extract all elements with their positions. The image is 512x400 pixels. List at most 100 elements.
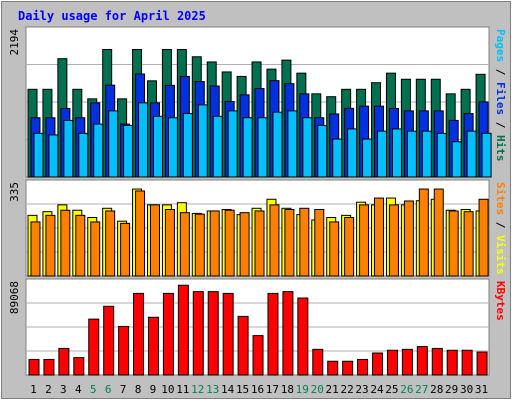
series-label-part-visits-sites-1: / [494, 215, 507, 235]
bar-kbytes-9 [147, 316, 159, 376]
x-tick-label-10: 10 [161, 383, 174, 396]
bar-pages-24 [377, 130, 388, 178]
bar-pages-9 [152, 115, 163, 178]
bar-sites-1 [30, 221, 41, 277]
x-tick-label-4: 4 [75, 383, 82, 396]
bar-kbytes-19 [297, 297, 309, 376]
bar-sites-14 [224, 209, 235, 277]
bar-sites-9 [149, 204, 160, 277]
bar-kbytes-3 [58, 347, 70, 376]
x-tick-label-28: 28 [430, 383, 443, 396]
bar-kbytes-20 [312, 348, 324, 376]
x-tick-label-29: 29 [445, 383, 458, 396]
bar-pages-22 [347, 128, 358, 178]
x-tick-label-31: 31 [475, 383, 488, 396]
bar-kbytes-16 [252, 335, 264, 376]
x-tick-label-9: 9 [150, 383, 157, 396]
bar-kbytes-25 [386, 349, 398, 376]
x-tick-label-30: 30 [460, 383, 473, 396]
x-tick-label-3: 3 [60, 383, 67, 396]
x-tick-label-16: 16 [251, 383, 264, 396]
scale-label-kbytes: 89068 [8, 281, 21, 314]
bar-sites-13 [209, 210, 220, 277]
bar-pages-21 [332, 138, 343, 178]
bar-kbytes-15 [237, 315, 249, 376]
bar-pages-23 [362, 138, 373, 178]
bar-kbytes-17 [267, 292, 279, 376]
bar-kbytes-8 [133, 292, 145, 376]
series-label-part-hits-files-pages-0: Pages [494, 29, 507, 62]
bar-sites-6 [105, 210, 116, 277]
bar-kbytes-5 [88, 318, 100, 376]
bar-sites-18 [284, 209, 295, 277]
series-label-part-kbytes-0: KBytes [494, 281, 507, 321]
bar-kbytes-30 [461, 349, 473, 376]
x-tick-label-18: 18 [281, 383, 294, 396]
x-tick-label-8: 8 [135, 383, 142, 396]
bar-kbytes-26 [401, 348, 413, 376]
x-tick-label-6: 6 [105, 383, 112, 396]
x-tick-label-15: 15 [236, 383, 249, 396]
x-tick-label-17: 17 [266, 383, 279, 396]
bar-pages-4 [78, 132, 89, 178]
bar-sites-2 [45, 214, 56, 277]
x-tick-label-1: 1 [30, 383, 37, 396]
x-tick-label-14: 14 [221, 383, 235, 396]
bar-pages-15 [242, 117, 253, 178]
bar-pages-10 [167, 117, 178, 178]
bar-kbytes-4 [73, 357, 85, 376]
bar-pages-26 [406, 130, 417, 178]
bar-pages-3 [63, 119, 74, 178]
bar-pages-7 [123, 124, 134, 178]
bar-kbytes-14 [222, 292, 234, 376]
series-label-part-visits-sites-0: Sites [494, 182, 507, 215]
bar-sites-28 [433, 188, 444, 277]
x-tick-label-13: 13 [206, 383, 219, 396]
x-tick-label-2: 2 [45, 383, 52, 396]
x-tick-label-22: 22 [340, 383, 353, 396]
bar-sites-26 [403, 200, 414, 277]
bar-sites-30 [463, 211, 474, 277]
bar-kbytes-31 [476, 351, 488, 376]
bar-pages-5 [93, 123, 104, 178]
bar-sites-20 [314, 209, 325, 277]
scale-label-visits-sites: 335 [8, 182, 21, 202]
bar-sites-15 [239, 212, 250, 277]
series-label-visits-sites: Sites / Visits [494, 182, 507, 275]
bar-kbytes-7 [118, 325, 130, 376]
scale-label-hits-files-pages: 2194 [8, 29, 21, 56]
x-tick-label-5: 5 [90, 383, 97, 396]
bar-pages-27 [421, 130, 432, 178]
bar-kbytes-12 [192, 291, 204, 376]
bar-sites-8 [135, 190, 146, 277]
bar-kbytes-13 [207, 291, 219, 376]
x-tick-label-20: 20 [311, 383, 324, 396]
bar-sites-17 [269, 204, 280, 277]
bar-sites-5 [90, 221, 101, 277]
bar-kbytes-23 [357, 358, 369, 376]
series-label-kbytes: KBytes [494, 281, 507, 321]
bar-sites-27 [418, 188, 429, 277]
chart-title: Daily usage for April 2025 [18, 9, 206, 23]
bar-sites-21 [329, 221, 340, 277]
bar-sites-23 [359, 204, 370, 277]
bar-kbytes-2 [43, 358, 55, 376]
bar-sites-7 [120, 222, 131, 277]
bar-kbytes-22 [342, 360, 354, 376]
x-tick-label-21: 21 [326, 383, 339, 396]
bar-sites-29 [448, 210, 459, 277]
bar-pages-16 [257, 117, 268, 178]
bar-kbytes-21 [327, 360, 339, 376]
bar-kbytes-6 [103, 305, 115, 376]
bar-pages-13 [212, 115, 223, 178]
bar-pages-6 [108, 110, 119, 178]
bar-pages-19 [302, 117, 313, 178]
bar-sites-24 [374, 197, 385, 277]
series-label-part-hits-files-pages-3: / [494, 115, 507, 135]
series-label-part-visits-sites-2: Visits [494, 235, 507, 275]
bar-pages-14 [227, 110, 238, 178]
bar-pages-1 [33, 132, 44, 178]
x-tick-label-11: 11 [176, 383, 189, 396]
